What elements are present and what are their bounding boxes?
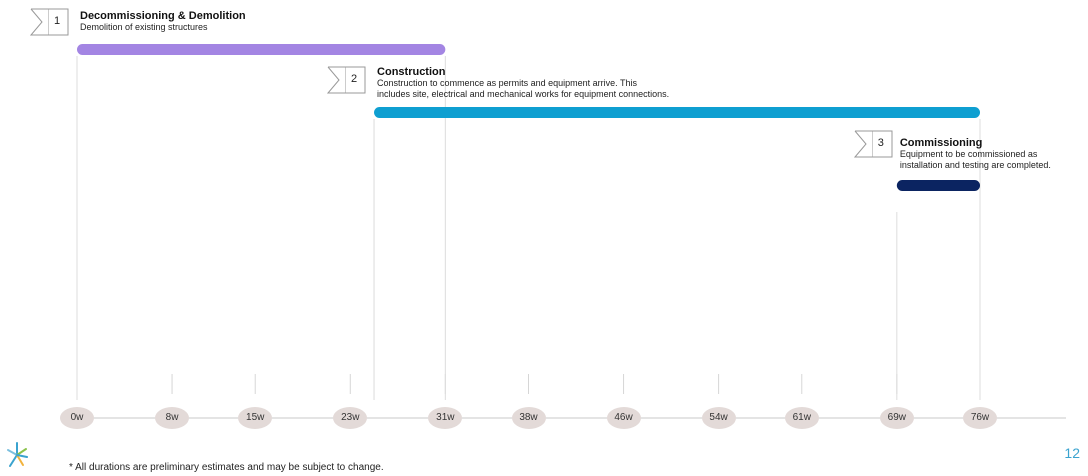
tick-label: 31w [428, 407, 463, 429]
tick-label: 76w [963, 407, 997, 429]
phase-bar [77, 44, 446, 55]
tick-label: 15w [238, 407, 273, 429]
starburst-logo-icon [6, 440, 28, 475]
phase-bar [374, 107, 981, 118]
phase-number: 3 [877, 137, 884, 149]
phase-title: Commissioning [899, 137, 983, 149]
chevron-step-icon [853, 130, 893, 158]
footnote: * All durations are preliminary estimate… [69, 462, 384, 473]
phase-description-line: installation and testing are completed. [899, 160, 1051, 170]
page-number: 12 [1064, 445, 1080, 461]
phase-title: Decommissioning & Demolition [80, 10, 246, 22]
tick-label: 61w [784, 407, 819, 429]
phase-description: Demolition of existing structures [80, 22, 208, 33]
phase-description: Equipment to be commissioned as installat… [900, 149, 1051, 171]
tick-label: 0w [60, 407, 94, 429]
tick-label: 8w [155, 407, 190, 429]
tick-label: 23w [333, 407, 368, 429]
phase-bar [896, 180, 980, 191]
phase-number: 1 [53, 15, 61, 27]
phase-description-line: Equipment to be commissioned as [899, 149, 1038, 159]
tick-label: 54w [701, 407, 736, 429]
chevron-step-icon [30, 8, 69, 36]
phase-description-line: Construction to commence as permits and … [377, 78, 637, 88]
phase-description: Construction to commence as permits and … [377, 78, 669, 100]
phase-description-line: includes site, electrical and mechanical… [377, 89, 670, 99]
chevron-step-icon [327, 66, 366, 94]
tick-label: 46w [606, 407, 641, 429]
phase-title: Construction [377, 66, 446, 78]
phase-description-line: Demolition of existing structures [80, 22, 208, 32]
phase-number: 2 [350, 73, 358, 85]
tick-label: 69w [879, 407, 914, 429]
tick-label: 38w [511, 407, 546, 429]
